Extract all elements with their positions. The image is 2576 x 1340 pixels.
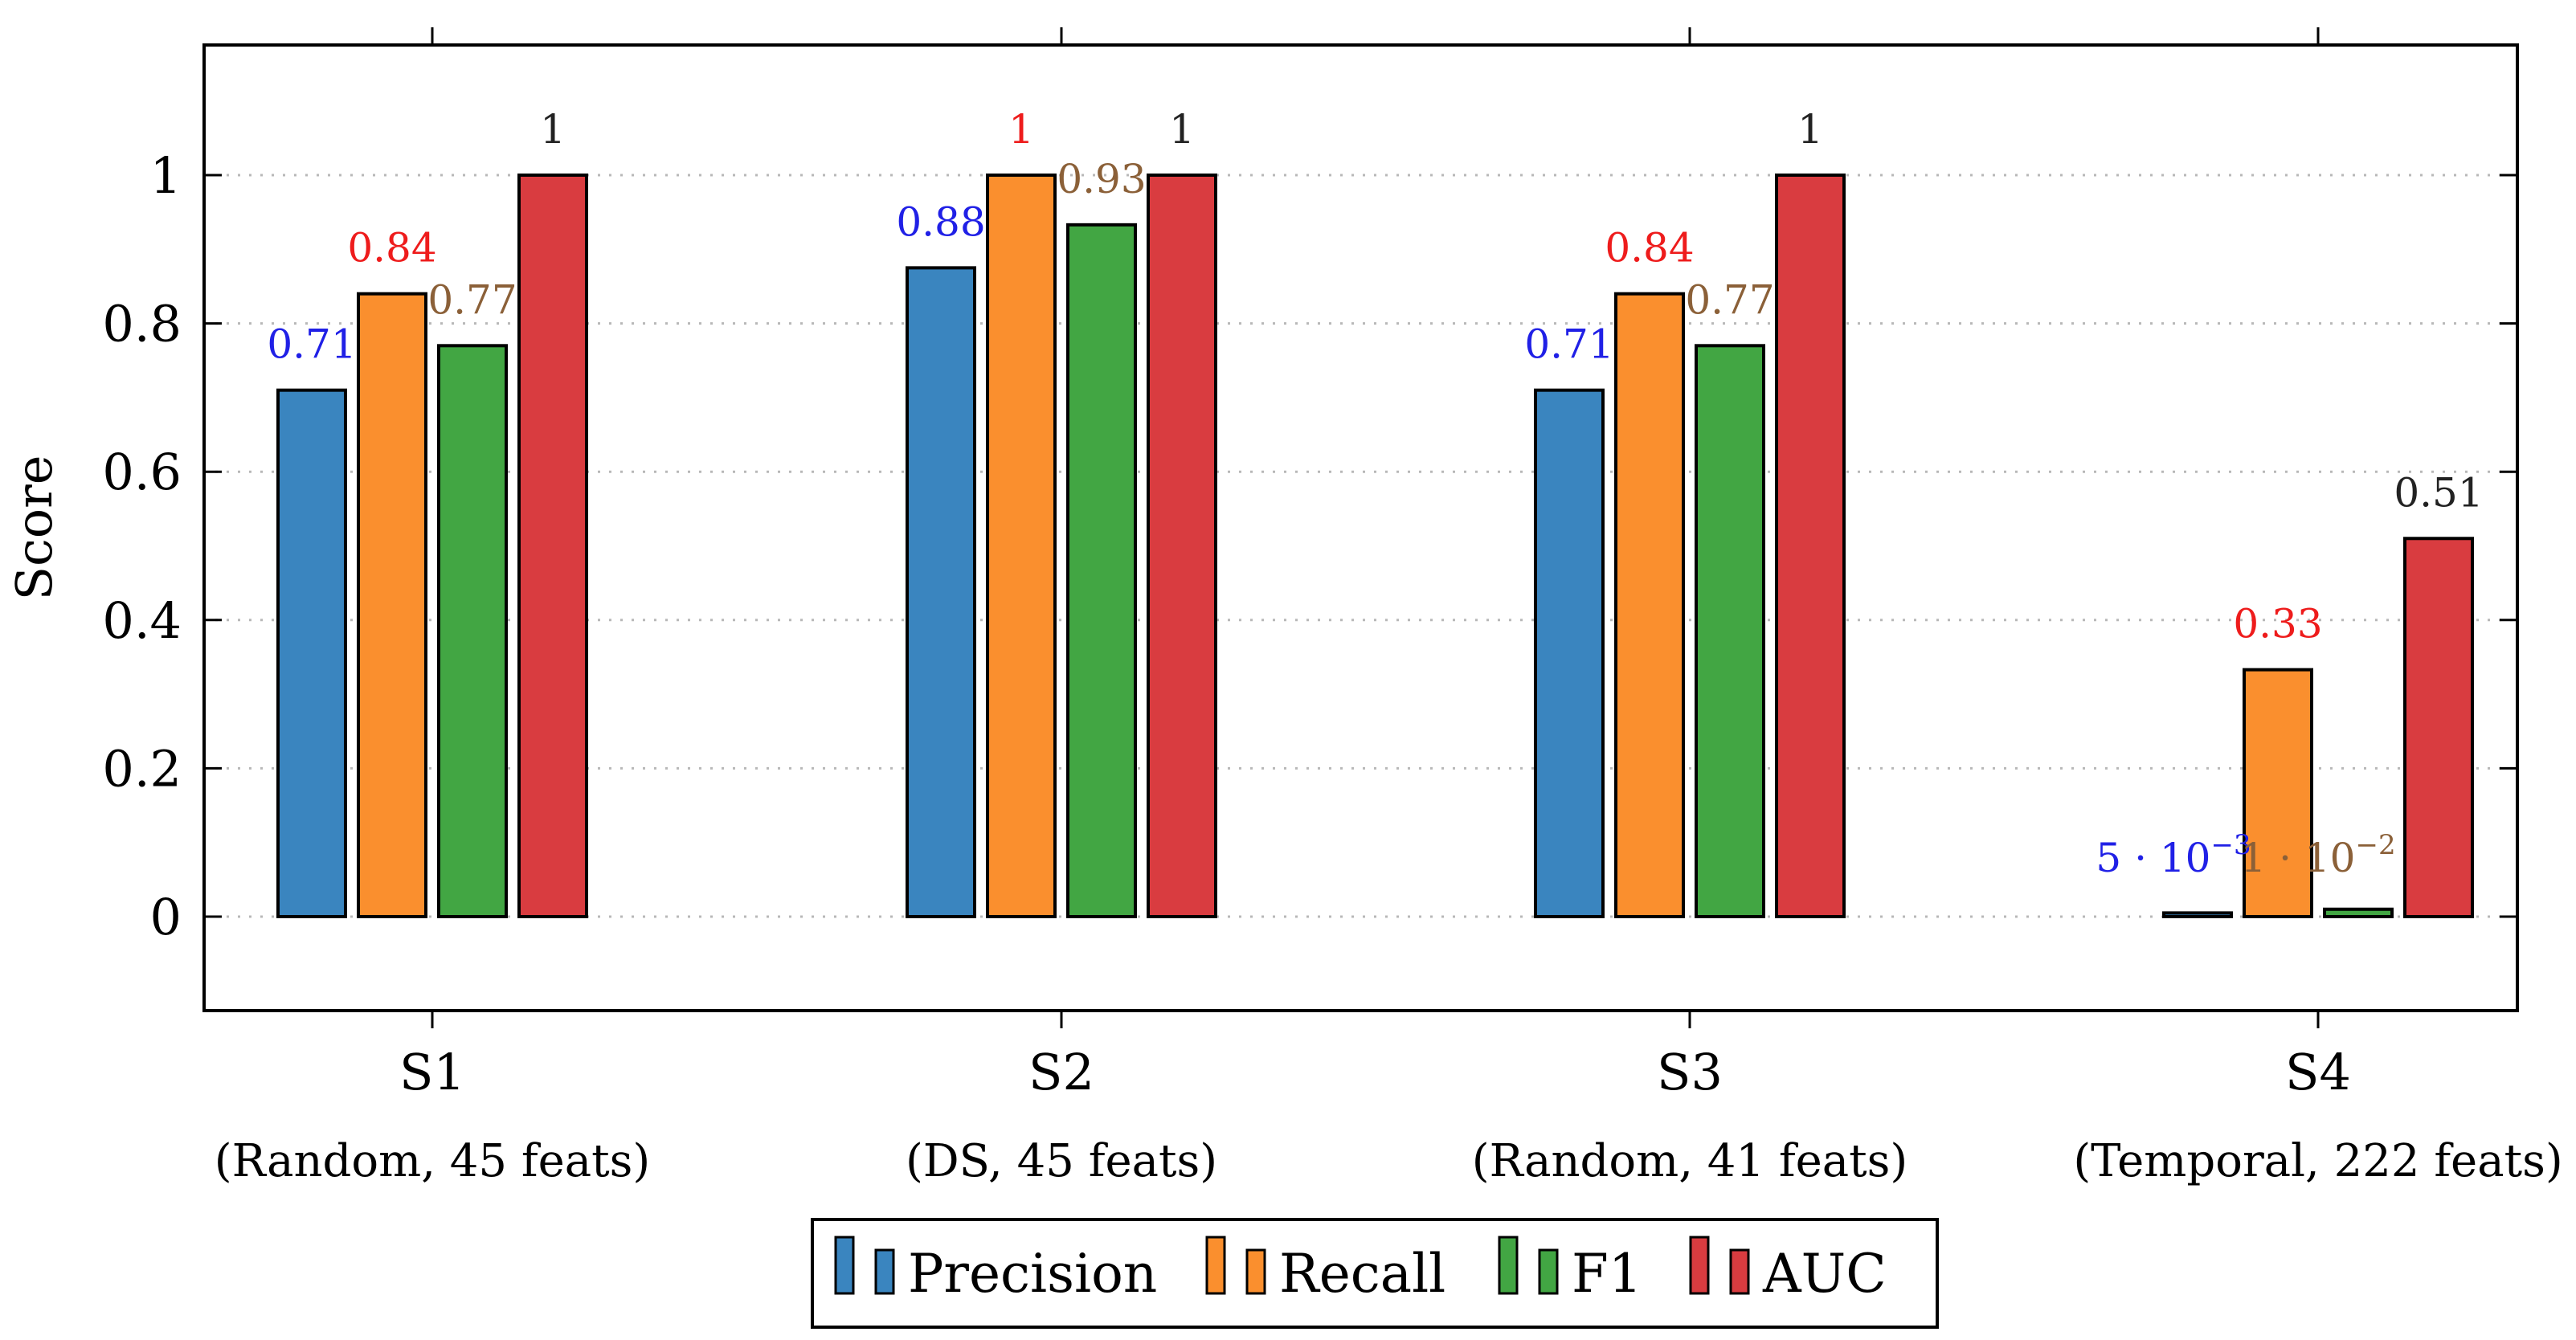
y-tick-label: 0.6: [102, 443, 182, 501]
legend-swatch: [1729, 1248, 1750, 1295]
data-label: 0.77: [1685, 276, 1774, 323]
category-subtitle: (DS, 45 feats): [906, 1135, 1217, 1187]
bar-precision-s2: [906, 266, 976, 918]
legend-label: F1: [1572, 1243, 1642, 1305]
bars: [276, 174, 2474, 919]
bar-recall-s3: [1614, 292, 1685, 918]
y-tick-label: 0.4: [102, 591, 182, 650]
data-label: 0.93: [1057, 156, 1146, 202]
bar-precision-s4: [2162, 911, 2233, 919]
bar-auc-s1: [517, 174, 588, 918]
bar-f1-s2: [1066, 223, 1137, 918]
y-tick-label: 0.2: [102, 739, 182, 798]
bar-f1-s3: [1695, 344, 1765, 919]
x-tick-labels: S1 (Random, 45 feats) S2 (DS, 45 feats) S3 (R…: [215, 1043, 2563, 1187]
y-tick-label: 0: [150, 888, 182, 946]
data-label: 0.71: [267, 321, 356, 368]
data-label: 0.77: [427, 276, 517, 323]
bar-recall-s1: [357, 292, 427, 918]
legend: Precision Recall F1 AUC: [811, 1218, 1939, 1329]
legend-swatch: [874, 1248, 895, 1295]
data-label: 0.33: [2233, 601, 2322, 648]
legend-frame: [811, 1218, 1939, 1329]
y-axis-label: Score: [5, 456, 63, 601]
y-tick-labels: 0 0.2 0.4 0.6 0.8 1: [102, 146, 182, 946]
data-label: 0.84: [1605, 225, 1694, 272]
bar-precision-s1: [276, 388, 347, 919]
bar-precision-s3: [1534, 388, 1605, 919]
legend-swatch: [1205, 1236, 1226, 1295]
bar-f1-s1: [437, 344, 508, 919]
legend-swatch: [1538, 1248, 1559, 1295]
bar-auc-s4: [2403, 537, 2474, 919]
category-subtitle: (Random, 41 feats): [1472, 1135, 1907, 1187]
legend-label: Recall: [1279, 1243, 1445, 1305]
y-tick-label: 0.8: [102, 295, 182, 353]
bar-auc-s3: [1775, 174, 1846, 918]
data-labels: 0.71 0.88 0.71 5 · 10−3 0.84 1 0.84 0.33 0.77 0.9…: [267, 106, 2483, 881]
legend-swatch: [1689, 1236, 1710, 1295]
legend-label: AUC: [1762, 1243, 1887, 1305]
legend-swatch: [834, 1236, 855, 1295]
data-label: 0.51: [2394, 469, 2483, 516]
y-tick-label: 1: [150, 146, 182, 205]
data-label: 0.84: [347, 225, 436, 272]
data-label: 1 · 10−2: [2240, 829, 2395, 881]
category-subtitle: (Random, 45 feats): [215, 1135, 650, 1187]
data-label: 5 · 10−3: [2096, 829, 2251, 881]
category-label: S4: [2285, 1043, 2351, 1101]
plot-frame: [202, 43, 2519, 1012]
category-label: S3: [1657, 1043, 1723, 1101]
axis-ticks: [204, 27, 2517, 1028]
bar-recall-s2: [986, 174, 1057, 918]
bar-auc-s2: [1147, 174, 1217, 918]
legend-swatch: [1245, 1248, 1266, 1295]
legend-swatch: [1498, 1236, 1519, 1295]
bar-recall-s4: [2243, 668, 2313, 918]
data-label: 1: [540, 106, 566, 153]
legend-label: Precision: [908, 1243, 1157, 1305]
data-label: 1: [1008, 106, 1034, 153]
data-label: 1: [1169, 106, 1195, 153]
category-label: S2: [1028, 1043, 1094, 1101]
bar-f1-s4: [2323, 907, 2394, 919]
data-label: 0.71: [1524, 321, 1613, 368]
category-subtitle: (Temporal, 222 feats): [2073, 1135, 2562, 1187]
data-label: 1: [1797, 106, 1823, 153]
data-label: 0.88: [896, 198, 985, 245]
category-label: S1: [399, 1043, 465, 1101]
